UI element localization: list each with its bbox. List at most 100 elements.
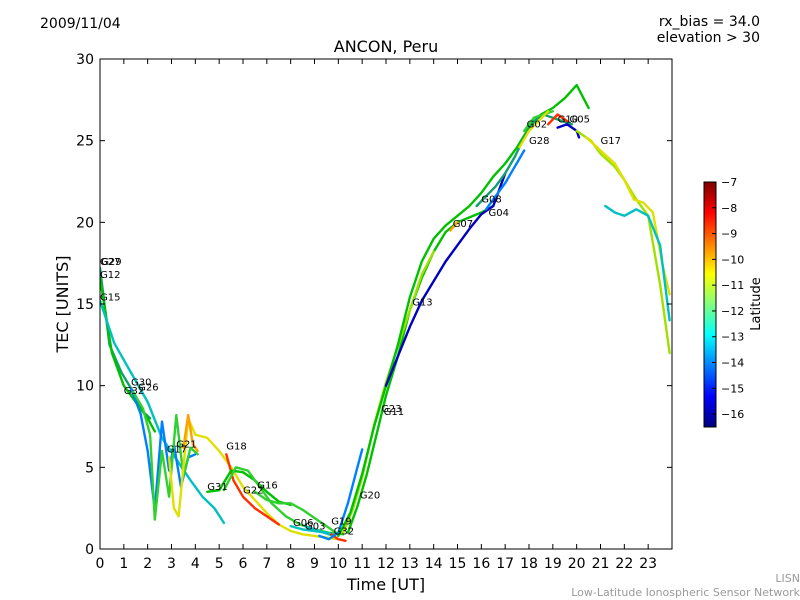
- satellite-label-g29-1: G29: [101, 257, 121, 268]
- chart-title: ANCON, Peru: [333, 37, 439, 56]
- colorbar: −7 −8 −9 −10 −11 −12 −13 −14 −15 −16 Latitude: [703, 176, 764, 428]
- colorbar-bar: [703, 181, 717, 428]
- series-line-g26-4: [132, 391, 199, 521]
- series-line-g15-2: [100, 299, 226, 525]
- x-tick-label-21: 21: [592, 556, 610, 572]
- satellite-label-g22-11: G22: [243, 486, 263, 497]
- x-tick-label-1: 1: [119, 556, 128, 572]
- series-line-g12-1: [100, 276, 157, 433]
- x-tick-label-17: 17: [496, 556, 514, 572]
- satellite-label-g15-3: G15: [100, 293, 120, 304]
- colorbar-ticks: −7 −8 −9 −10 −11 −12 −13 −14 −15 −16: [712, 176, 744, 421]
- series-line-g19-14: [318, 448, 364, 541]
- satellite-label-g02-24: G02: [527, 120, 547, 131]
- x-tick-label-12: 12: [377, 556, 395, 572]
- satellite-label-g16-12: G16: [257, 481, 277, 492]
- satellite-label-g07-21: G07: [453, 219, 473, 230]
- y-tick-label-15: 15: [76, 297, 94, 313]
- series-line-g31-8: [206, 469, 292, 507]
- satellite-label-g05-27: G05: [570, 115, 590, 126]
- x-tick-label-16: 16: [472, 556, 490, 572]
- series-line-g25-28: [604, 204, 671, 322]
- x-tick-label-22: 22: [615, 556, 633, 572]
- x-tick-label-9: 9: [310, 556, 319, 572]
- satellite-label-g17-8: G17: [167, 445, 187, 456]
- x-tick-label-11: 11: [353, 556, 371, 572]
- series-line-g20-15: [346, 204, 495, 534]
- elevation-label: elevation > 30: [656, 30, 760, 46]
- satellite-label-g32-5: G32: [124, 386, 144, 397]
- x-tick-label-18: 18: [520, 556, 538, 572]
- satellite-label-g20-17: G20: [360, 490, 380, 501]
- series-line-g10-24: [546, 113, 569, 126]
- satellite-label-g30-4: G30: [131, 378, 151, 389]
- series-line-g13-18: [384, 172, 507, 387]
- axes: 0 1 2 3 4 5 6 7 8 9 10 11 12 13 14 15 16 17 18 19 20 21 22 2305…: [76, 52, 672, 572]
- x-tick-label-23: 23: [639, 556, 657, 572]
- footer: LISN Low-Latitude Ionospheric Sensor Net…: [571, 572, 800, 600]
- series-line-g05-25: [556, 123, 581, 139]
- colorbar-tick-label--12: −12: [721, 305, 744, 318]
- x-tick-label-5: 5: [215, 556, 224, 572]
- x-tick-label-13: 13: [401, 556, 419, 572]
- colorbar-tick-label--15: −15: [721, 382, 744, 395]
- footer-network: Low-Latitude Ionospheric Sensor Network: [571, 586, 800, 599]
- x-tick-label-10: 10: [329, 556, 347, 572]
- series-line-g07-19: [449, 221, 459, 232]
- y-tick-label-10: 10: [76, 379, 94, 395]
- bias-info: rx_bias = 34.0 elevation > 30: [657, 14, 760, 46]
- satellite-label-g28-25: G28: [529, 136, 549, 147]
- x-tick-label-0: 0: [96, 556, 105, 572]
- satellite-label-g13-20: G13: [412, 298, 432, 309]
- colorbar-tick-label--16: −16: [721, 408, 744, 421]
- satellite-label-g11-19: G11: [384, 407, 404, 418]
- x-tick-label-19: 19: [544, 556, 562, 572]
- colorbar-tick-label--14: −14: [721, 357, 744, 370]
- x-tick-label-7: 7: [262, 556, 271, 572]
- x-tick-label-4: 4: [191, 556, 200, 572]
- x-tick-label-6: 6: [239, 556, 248, 572]
- colorbar-tick-label--10: −10: [721, 253, 744, 266]
- series-line-g11-17: [337, 83, 590, 538]
- satellite-label-g17-28: G17: [601, 136, 621, 147]
- y-axis-label: TEC [UNITS]: [53, 256, 72, 354]
- satellite-label-g26-6: G26: [138, 383, 158, 394]
- series-layer: [100, 83, 671, 542]
- satellite-label-g32-16: G32: [334, 526, 354, 537]
- satellite-label-g21-7: G21: [176, 440, 196, 451]
- x-tick-label-14: 14: [425, 556, 443, 572]
- satellite-label-g03-14: G03: [305, 521, 325, 532]
- date-label: 2009/11/04: [40, 16, 121, 32]
- colorbar-tick-label--13: −13: [721, 331, 744, 344]
- colorbar-tick-label--9: −9: [721, 228, 737, 241]
- x-tick-label-20: 20: [568, 556, 586, 572]
- y-tick-label-25: 25: [76, 134, 94, 150]
- series-line-g17-5: [167, 417, 340, 541]
- satellite-label-g04-23: G04: [489, 208, 509, 219]
- y-tick-label-0: 0: [85, 542, 94, 558]
- satellite-label-g27-0: G27: [100, 257, 120, 268]
- y-tick-label-5: 5: [85, 460, 94, 476]
- colorbar-tick-label--11: −11: [721, 279, 744, 292]
- series-line-g16-10: [253, 490, 340, 536]
- x-tick-label-2: 2: [143, 556, 152, 572]
- x-axis-label: Time [UT]: [346, 575, 425, 594]
- colorbar-label: Latitude: [749, 277, 764, 331]
- satellite-label-g23-18: G23: [381, 404, 401, 415]
- series-line-g04-21: [484, 149, 526, 211]
- satellite-label-g06-13: G06: [293, 518, 313, 529]
- x-tick-label-15: 15: [449, 556, 467, 572]
- x-tick-label-8: 8: [286, 556, 295, 572]
- colorbar-tick-label--7: −7: [721, 176, 737, 189]
- satellite-label-g08-22: G08: [481, 195, 501, 206]
- satellite-label-g31-10: G31: [207, 482, 227, 493]
- satellite-label-g19-15: G19: [331, 517, 351, 528]
- series-line-g21-6: [182, 413, 199, 453]
- satellite-label-g10-26: G10: [558, 115, 578, 126]
- colorbar-tick-label--8: −8: [721, 202, 737, 215]
- plot-frame: [99, 58, 673, 550]
- footer-lisn: LISN: [775, 572, 800, 585]
- y-tick-label-20: 20: [76, 215, 94, 231]
